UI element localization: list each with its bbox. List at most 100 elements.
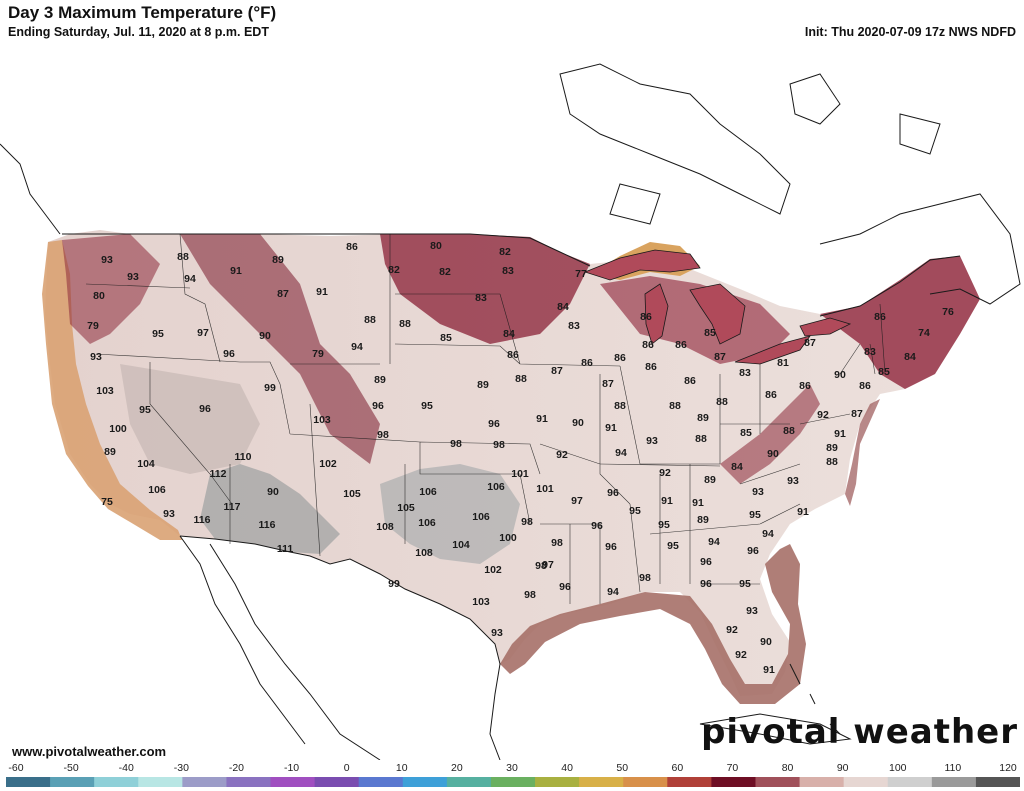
temperature-label: 94 bbox=[184, 273, 196, 285]
colorbar-tick: 10 bbox=[395, 762, 408, 774]
temperature-label: 99 bbox=[388, 578, 400, 590]
temperature-label: 97 bbox=[197, 327, 209, 339]
temperature-label: 94 bbox=[762, 528, 774, 540]
temperature-label: 96 bbox=[223, 348, 235, 360]
temperature-label: 108 bbox=[415, 547, 433, 559]
temperature-label: 88 bbox=[614, 400, 626, 412]
mexico-gulf bbox=[489, 663, 501, 760]
canada-islands bbox=[609, 73, 941, 225]
temperature-label: 96 bbox=[372, 400, 384, 412]
brand-logo: pivotal weather bbox=[701, 712, 1018, 752]
mexico-border bbox=[179, 535, 501, 665]
bahamas bbox=[789, 663, 841, 735]
colorbar-tick: 110 bbox=[944, 762, 962, 774]
temperature-map: 93 88 91 89 86 80 82 93 94 87 91 82 82 83 77 80 83 84 86 79… bbox=[0, 44, 1024, 760]
temperature-label: 83 bbox=[568, 320, 580, 332]
colorbar-segment bbox=[358, 777, 404, 787]
temperature-label: 90 bbox=[572, 417, 584, 429]
colorbar-segment bbox=[270, 777, 316, 787]
texas-heat bbox=[380, 464, 520, 564]
mexico-mainland bbox=[209, 543, 381, 760]
colorbar-tick: 80 bbox=[781, 762, 794, 774]
colorbar-tick: 50 bbox=[616, 762, 629, 774]
colorbar-segment bbox=[402, 777, 448, 787]
temperature-label: 100 bbox=[109, 423, 127, 435]
temperature-label: 86 bbox=[684, 375, 696, 387]
temperature-label: 74 bbox=[918, 327, 930, 339]
colorbar-tick: -40 bbox=[118, 762, 134, 774]
canada-us-border bbox=[62, 233, 591, 267]
temperature-label: 105 bbox=[343, 488, 361, 500]
temperature-label: 79 bbox=[87, 320, 99, 332]
temperature-label: 88 bbox=[783, 425, 795, 437]
temperature-label: 85 bbox=[440, 332, 452, 344]
colorbar-tick: -50 bbox=[63, 762, 79, 774]
temperature-label: 106 bbox=[487, 481, 505, 493]
coastlines bbox=[0, 63, 1021, 760]
temperature-label: 96 bbox=[559, 581, 571, 593]
temperature-label: 98 bbox=[377, 429, 389, 441]
temperature-label: 75 bbox=[101, 496, 113, 508]
temperature-label: 96 bbox=[607, 487, 619, 499]
temperature-label: 104 bbox=[452, 539, 470, 551]
website-url[interactable]: www.pivotalweather.com bbox=[12, 744, 167, 759]
temperature-label: 93 bbox=[163, 508, 175, 520]
temperature-label: 84 bbox=[557, 301, 569, 313]
temperature-label: 86 bbox=[874, 311, 886, 323]
temperature-label: 98 bbox=[551, 537, 563, 549]
temperature-label: 86 bbox=[675, 339, 687, 351]
cuba bbox=[699, 713, 852, 745]
temperature-label: 91 bbox=[834, 428, 846, 440]
temperature-label: 99 bbox=[264, 382, 276, 394]
temperature-label: 87 bbox=[851, 408, 863, 420]
state-lines-west bbox=[85, 233, 421, 557]
temperature-label: 97 bbox=[571, 495, 583, 507]
temperature-label: 86 bbox=[765, 389, 777, 401]
colorbar-segment bbox=[535, 777, 580, 787]
rockies-cool bbox=[180, 234, 380, 464]
colorbar-segment bbox=[887, 777, 933, 787]
temperature-label: 98 bbox=[524, 589, 536, 601]
temperature-label: 95 bbox=[152, 328, 164, 340]
lake-michigan bbox=[644, 283, 669, 345]
desert-southwest bbox=[200, 464, 340, 554]
temperature-label: 92 bbox=[659, 467, 671, 479]
colorbar-segment bbox=[711, 777, 756, 787]
temperature-label: 98 bbox=[521, 516, 533, 528]
temperature-label: 91 bbox=[605, 422, 617, 434]
temperature-label: 98 bbox=[450, 438, 462, 450]
colorbar-segment bbox=[843, 777, 889, 787]
temperature-label: 95 bbox=[739, 578, 751, 590]
temperature-label: 96 bbox=[700, 556, 712, 568]
temperature-label: 95 bbox=[139, 404, 151, 416]
colorbar-segment bbox=[667, 777, 712, 787]
init-time: Init: Thu 2020-07-09 17z NWS NDFD bbox=[804, 25, 1016, 39]
lake-superior bbox=[583, 249, 701, 281]
colorbar-segment bbox=[755, 777, 801, 787]
atlantic-coast-band bbox=[845, 399, 880, 506]
temperature-label: 91 bbox=[763, 664, 775, 676]
hudson-bay bbox=[559, 63, 791, 215]
colorbar-segment bbox=[6, 777, 51, 787]
temperature-label: 82 bbox=[388, 264, 400, 276]
colorbar-tick: 20 bbox=[451, 762, 463, 774]
colorbar-ticks: -60 -50 -40 -30 -20 -10 0 10 20 30 40 50 60 70 80 90 100… bbox=[0, 760, 1024, 776]
temperature-label: 89 bbox=[697, 514, 709, 526]
colorbar-tick: -20 bbox=[228, 762, 245, 774]
temperature-label: 103 bbox=[472, 596, 490, 608]
temperature-label: 100 bbox=[499, 532, 517, 544]
temperature-label: 84 bbox=[503, 328, 515, 340]
temperature-label: 79 bbox=[312, 348, 324, 360]
temperature-label: 85 bbox=[704, 327, 716, 339]
temperature-label: 88 bbox=[826, 456, 838, 468]
temperature-label: 101 bbox=[536, 483, 554, 495]
temperature-label: 90 bbox=[760, 636, 772, 648]
temperature-label: 87 bbox=[714, 351, 726, 363]
temperature-label: 87 bbox=[804, 337, 816, 349]
temperature-label: 93 bbox=[746, 605, 758, 617]
temperature-label: 92 bbox=[556, 449, 568, 461]
temperature-label: 105 bbox=[397, 502, 415, 514]
northern-plains-cool bbox=[380, 234, 590, 344]
